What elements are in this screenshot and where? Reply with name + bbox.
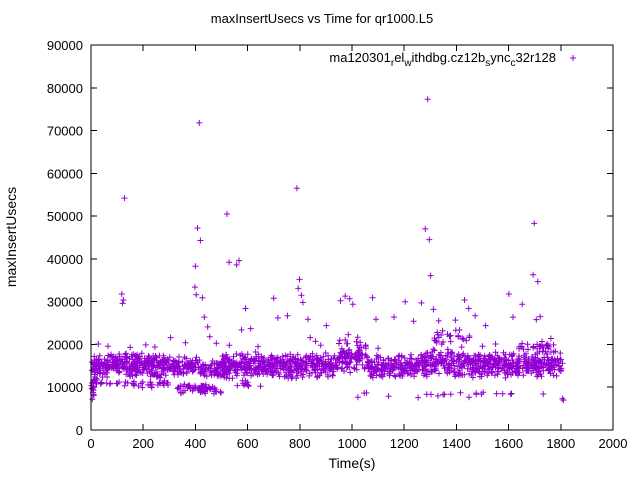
- y-axis-label: maxInsertUsecs: [3, 187, 19, 287]
- legend-text-part: ync: [490, 50, 511, 65]
- y-tick-label: 60000: [47, 166, 83, 181]
- x-tick-label: 600: [237, 436, 259, 451]
- legend-subscript: w: [403, 58, 412, 69]
- y-tick-label: 20000: [47, 337, 83, 352]
- legend-subscript: s: [485, 58, 490, 69]
- legend-marker-plus-icon: [570, 55, 576, 61]
- legend-subscript: r: [391, 58, 395, 69]
- x-tick-label: 1000: [338, 436, 367, 451]
- y-tick-label: 30000: [47, 295, 83, 310]
- legend-text-part: el: [394, 50, 404, 65]
- y-tick-label: 50000: [47, 209, 83, 224]
- legend: ma120301relwithdbg.cz12bsyncc32r128: [329, 50, 576, 69]
- x-tick-label: 800: [289, 436, 311, 451]
- x-tick-label: 0: [87, 436, 94, 451]
- legend-subscript: c: [511, 58, 516, 69]
- y-tick-label: 10000: [47, 380, 83, 395]
- y-tick-label: 40000: [47, 252, 83, 267]
- y-tick-label: 90000: [47, 38, 83, 53]
- legend-text-part: ma120301: [329, 50, 390, 65]
- axis-ticks: 0 200 400 600 800 1000 1200 1400 1600 1800 2000010…: [47, 38, 628, 451]
- x-tick-label: 1800: [546, 436, 575, 451]
- x-tick-label: 200: [132, 436, 154, 451]
- legend-text-part: 32r128: [516, 50, 556, 65]
- legend-text-part: ithdbg.cz12b: [412, 50, 486, 65]
- x-tick-label: 2000: [599, 436, 628, 451]
- y-tick-label: 70000: [47, 124, 83, 139]
- x-tick-label: 1400: [442, 436, 471, 451]
- x-axis-label: Time(s): [329, 455, 376, 471]
- x-tick-label: 1200: [390, 436, 419, 451]
- plot-border: [90, 44, 614, 431]
- x-tick-label: 1600: [494, 436, 523, 451]
- x-tick-label: 400: [185, 436, 207, 451]
- chart-title: maxInsertUsecs vs Time for qr1000.L5: [211, 11, 434, 26]
- y-tick-label: 0: [76, 423, 83, 438]
- legend-entry-label: ma120301relwithdbg.cz12bsyncc32r128: [329, 50, 556, 69]
- y-tick-label: 80000: [47, 81, 83, 96]
